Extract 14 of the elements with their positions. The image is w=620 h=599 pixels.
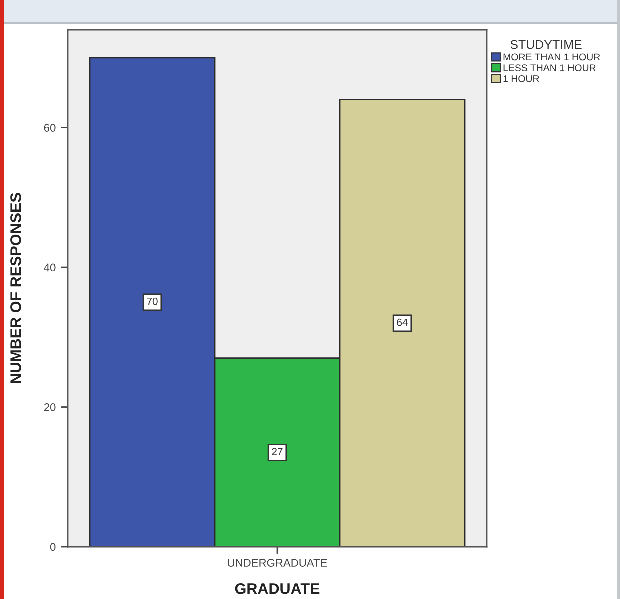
y-tick-label: 20 [44,404,56,412]
legend-title: STUDYTIME [510,40,582,50]
data-label: 64 [397,318,408,326]
y-tick-label: 0 [50,543,56,552]
legend-label: 1 HOUR [504,75,540,82]
data-label: 70 [147,298,158,306]
y-tick-label: 60 [44,124,56,132]
y-tick-label: 40 [44,264,56,272]
legend-label: MORE THAN 1 HOUR [504,54,600,61]
x-axis-title: GRADUATE [235,583,320,594]
y-axis-title: NUMBER OF RESPONSES [10,193,22,384]
x-tick-label: UNDERGRADUATE [228,559,328,567]
data-label: 27 [272,448,283,456]
legend-label: LESS THAN 1 HOUR [504,64,596,72]
